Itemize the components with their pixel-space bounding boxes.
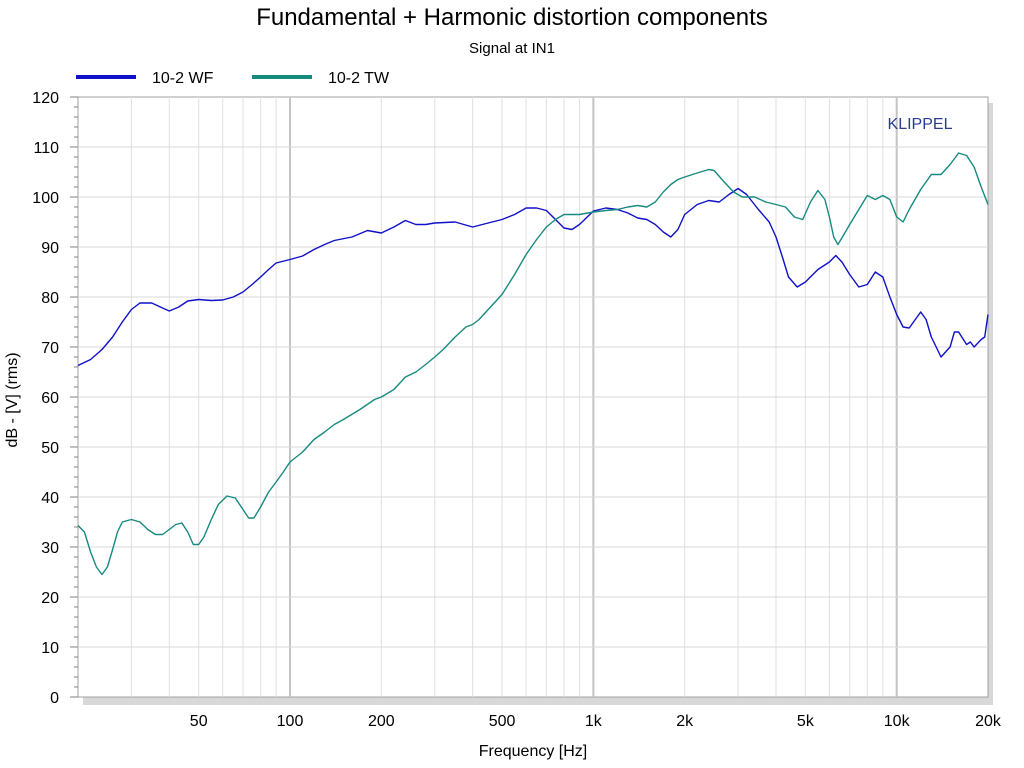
x-tick-label: 1k: [585, 713, 603, 730]
x-tick-label: 2k: [676, 713, 694, 730]
y-tick-label: 40: [41, 490, 59, 507]
legend-label-tw: 10-2 TW: [328, 70, 390, 87]
x-tick-label: 200: [368, 713, 395, 730]
series-lines: [77, 152, 989, 576]
y-tick-label: 60: [41, 390, 59, 407]
y-tick-label: 20: [41, 590, 59, 607]
grid: [78, 97, 988, 697]
y-tick-label: 100: [32, 190, 59, 207]
chart-title: Fundamental + Harmonic distortion compon…: [256, 4, 768, 31]
legend-label-wf: 10-2 WF: [152, 70, 214, 87]
x-tick-label: 50: [190, 713, 208, 730]
legend: 10-2 WF 10-2 TW: [76, 70, 390, 87]
y-tick-label: 50: [41, 440, 59, 457]
series-line-tw: [77, 152, 989, 576]
klippel-watermark: KLIPPEL: [888, 116, 953, 133]
y-tick-label: 10: [41, 640, 59, 657]
y-tick-label: 30: [41, 540, 59, 557]
y-tick-label: 120: [32, 90, 59, 107]
y-tick-label: 70: [41, 340, 59, 357]
y-tick-label: 80: [41, 290, 59, 307]
axis-ticks: 0 10 20 30 40 50 60 70 80 90 100 110 120 50 100 200 500 1…: [32, 90, 1002, 730]
y-tick-label: 110: [33, 140, 59, 157]
y-axis-label: dB - [V] (rms): [4, 352, 21, 447]
x-tick-label: 10k: [884, 713, 911, 730]
x-tick-label: 5k: [797, 713, 815, 730]
x-tick-label: 500: [489, 713, 516, 730]
chart-subtitle: Signal at IN1: [469, 40, 555, 57]
x-tick-label: 100: [277, 713, 304, 730]
y-tick-label: 90: [41, 240, 59, 257]
y-tick-label: 0: [50, 690, 59, 707]
x-axis-label: Frequency [Hz]: [479, 743, 587, 760]
x-tick-label: 20k: [975, 713, 1002, 730]
